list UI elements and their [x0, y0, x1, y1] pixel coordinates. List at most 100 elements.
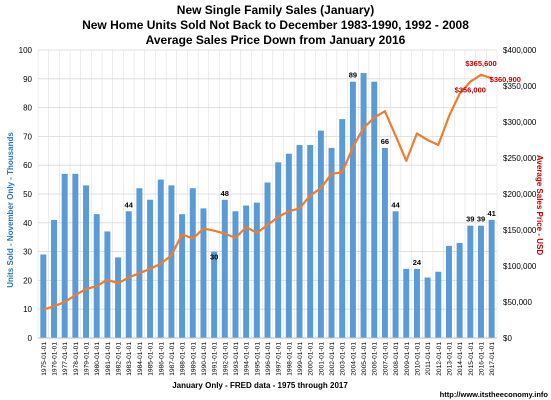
- bar-2008-01-01: [392, 211, 399, 338]
- y-tick-left-label: 100: [19, 46, 33, 55]
- bar-2012-01-01: [435, 271, 442, 338]
- bar-1982-01-01: [115, 257, 122, 338]
- x-tick-label: 2005-01-01: [361, 342, 368, 376]
- y-tick-left-label: 40: [23, 219, 32, 228]
- bar-1995-01-01: [253, 202, 260, 338]
- x-tick-label: 1982-01-01: [116, 342, 123, 376]
- bar-2007-01-01: [381, 147, 388, 338]
- bar-1997-01-01: [275, 162, 282, 338]
- y-tick-right-label: $0: [503, 334, 512, 343]
- bar-1984-01-01: [136, 188, 143, 338]
- bar-2015-01-01: [467, 225, 474, 338]
- x-tick-label: 1981-01-01: [105, 342, 112, 376]
- bar-2005-01-01: [360, 73, 367, 338]
- x-tick-label: 1984-01-01: [137, 342, 144, 376]
- x-tick-label: 2003-01-01: [340, 342, 347, 376]
- chart-title-line-2: New Home Units Sold Not Back to December…: [82, 18, 469, 32]
- x-tick-label: 1976-01-01: [52, 342, 59, 376]
- x-tick-label: 1985-01-01: [148, 342, 155, 376]
- x-tick-label: 2012-01-01: [436, 342, 443, 376]
- bar-1989-01-01: [189, 188, 196, 338]
- x-tick-label: 2002-01-01: [329, 342, 336, 376]
- chart-title-line-1: New Single Family Sales (January): [176, 3, 375, 17]
- x-tick-label: 1991-01-01: [212, 342, 219, 376]
- price-label: $365,600: [465, 59, 496, 68]
- y-tick-right-label: $50,000: [503, 298, 532, 307]
- y-tick-left-label: 60: [23, 161, 32, 170]
- bar-1986-01-01: [157, 179, 164, 338]
- bar-1994-01-01: [243, 205, 250, 338]
- bar-label: 39: [477, 215, 485, 224]
- bar-2013-01-01: [445, 245, 452, 338]
- bar-1990-01-01: [200, 208, 207, 338]
- x-tick-label: 2017-01-01: [489, 342, 496, 376]
- x-tick-label: 2001-01-01: [318, 342, 325, 376]
- x-tick-label: 1979-01-01: [84, 342, 91, 376]
- bar-1992-01-01: [221, 199, 228, 338]
- bar-1991-01-01: [211, 251, 218, 338]
- bar-2009-01-01: [403, 268, 410, 338]
- bar-1998-01-01: [285, 153, 292, 338]
- bar-label: 39: [466, 215, 474, 224]
- y-tick-left-label: 0: [28, 334, 33, 343]
- x-tick-label: 2013-01-01: [447, 342, 454, 376]
- x-tick-label: 1992-01-01: [222, 342, 229, 376]
- x-tick-label: 1987-01-01: [169, 342, 176, 376]
- x-tick-label: 2010-01-01: [414, 342, 421, 376]
- bar-1983-01-01: [125, 211, 132, 338]
- bar-1976-01-01: [51, 219, 58, 338]
- y-tick-right-label: $350,000: [503, 82, 537, 91]
- price-line-path: [42, 73, 493, 311]
- x-tick-label: 1990-01-01: [201, 342, 208, 376]
- bar-2011-01-01: [424, 277, 431, 338]
- x-tick-label: 2008-01-01: [393, 342, 400, 376]
- x-tick-label: 2007-01-01: [382, 342, 389, 376]
- bar-2006-01-01: [371, 81, 378, 339]
- bar-1993-01-01: [232, 211, 239, 338]
- bar-1987-01-01: [168, 185, 175, 338]
- bar-1980-01-01: [93, 214, 100, 338]
- x-tick-label: 1978-01-01: [73, 342, 80, 376]
- bar-2014-01-01: [456, 242, 463, 338]
- x-tick-label: 1983-01-01: [126, 342, 133, 376]
- price-label: $356,000: [455, 86, 486, 95]
- bar-label: 24: [413, 258, 422, 267]
- bar-1999-01-01: [296, 145, 303, 338]
- y-tick-left-label: 10: [23, 305, 32, 314]
- y-tick-left-label: 50: [23, 190, 32, 199]
- bar-2000-01-01: [307, 145, 314, 338]
- y-tick-left-label: 80: [23, 104, 32, 113]
- y-axis-right-label: Average Sales Price - USD: [535, 155, 544, 255]
- bar-2016-01-01: [477, 225, 484, 338]
- x-axis-label: January Only - FRED data - 1975 through …: [172, 381, 348, 390]
- x-tick-label: 1989-01-01: [190, 342, 197, 376]
- bars: [40, 73, 495, 339]
- x-tick-label: 2011-01-01: [425, 342, 432, 376]
- source-url: http://www.itstheeconomy.info: [440, 390, 549, 399]
- x-tick-label: 2009-01-01: [404, 342, 411, 376]
- x-tick-label: 2015-01-01: [468, 342, 475, 376]
- x-tick-label: 1994-01-01: [244, 342, 251, 376]
- price-label: $360,900: [490, 75, 521, 84]
- x-tick-label: 1999-01-01: [297, 342, 304, 376]
- bar-label: 89: [349, 71, 357, 80]
- y-tick-left-label: 30: [23, 248, 32, 257]
- x-tick-label: 1993-01-01: [233, 342, 240, 376]
- y-tick-right-label: $100,000: [503, 262, 537, 271]
- bar-2001-01-01: [317, 130, 324, 338]
- bar-2003-01-01: [339, 119, 346, 339]
- x-tick-label: 1997-01-01: [276, 342, 283, 376]
- x-tick-label: 1998-01-01: [286, 342, 293, 376]
- bar-1981-01-01: [104, 231, 111, 338]
- bar-label: 41: [487, 209, 495, 218]
- bar-label: 48: [221, 189, 229, 198]
- y-tick-left-label: 70: [23, 132, 32, 141]
- x-tick-label: 1995-01-01: [254, 342, 261, 376]
- bar-1979-01-01: [83, 185, 90, 338]
- bar-label: 44: [391, 200, 400, 209]
- y-tick-right-label: $400,000: [503, 46, 537, 55]
- x-tick-label: 1977-01-01: [62, 342, 69, 376]
- x-tick-label: 1986-01-01: [158, 342, 165, 376]
- y-tick-left-label: 20: [23, 276, 32, 285]
